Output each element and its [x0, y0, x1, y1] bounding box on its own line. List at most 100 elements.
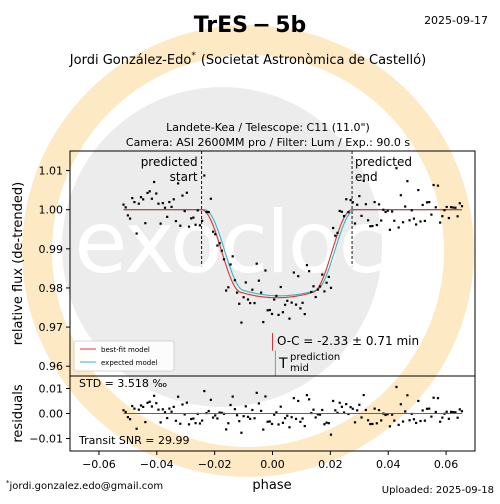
flux-point — [417, 188, 420, 192]
residual-point — [275, 411, 278, 414]
residual-point — [375, 422, 378, 425]
residual-point — [356, 409, 359, 412]
flux-point — [273, 298, 276, 301]
flux-point — [323, 290, 326, 293]
flux-points — [122, 167, 464, 324]
residual-point — [366, 419, 370, 422]
flux-point — [214, 233, 217, 236]
residual-point — [185, 401, 188, 404]
residual-y-tick-label: 0.01 — [39, 383, 64, 396]
observation-date: 2025-09-17 — [424, 14, 488, 27]
flux-point — [128, 217, 132, 220]
residual-point — [257, 402, 261, 405]
flux-point — [137, 202, 140, 205]
flux-point — [177, 182, 180, 185]
residual-point — [386, 413, 389, 416]
residual-point — [273, 413, 276, 416]
flux-point — [185, 191, 188, 194]
residual-point — [192, 417, 195, 420]
residual-point — [371, 422, 374, 426]
residual-point — [218, 411, 221, 414]
flux-point — [345, 198, 348, 201]
residual-point — [364, 408, 368, 412]
flux-point — [174, 220, 178, 223]
flux-point — [375, 223, 378, 227]
flux-point — [246, 298, 250, 301]
x-tick-label: 0.06 — [434, 458, 459, 471]
residual-point — [323, 423, 326, 426]
residual-point — [417, 399, 420, 403]
residual-point — [187, 423, 191, 426]
flux-point — [334, 234, 337, 237]
residual-point — [406, 394, 409, 397]
flux-point — [170, 205, 173, 208]
residual-point — [163, 411, 167, 414]
residual-point — [174, 419, 178, 422]
legend: best-fit model expected model — [73, 340, 175, 372]
flux-point — [181, 194, 184, 197]
observer-mark: * — [191, 51, 196, 61]
flux-point — [198, 224, 202, 227]
flux-point — [342, 214, 346, 218]
residual-point — [432, 396, 435, 399]
residual-point — [338, 401, 341, 404]
flux-point — [356, 203, 359, 206]
residual-point — [159, 421, 162, 424]
residual-point — [393, 419, 396, 422]
flux-point — [262, 320, 265, 324]
observer-line: Jordi González-Edo* (Societat Astronòmica… — [69, 51, 426, 68]
flux-point — [351, 201, 354, 204]
residual-point — [369, 422, 372, 426]
flux-point — [391, 210, 394, 213]
residual-point — [454, 411, 457, 414]
residual-point — [404, 410, 407, 413]
flux-point — [284, 303, 287, 306]
flux-point — [325, 281, 328, 284]
residual-point — [242, 415, 245, 418]
exoclock-watermark: exoclock — [22, 25, 474, 477]
flux-point — [222, 258, 226, 261]
flux-point — [131, 196, 134, 200]
flux-point — [233, 279, 236, 282]
residual-point — [183, 413, 186, 416]
residual-point — [244, 405, 247, 408]
main-y-tick-label: 0.97 — [39, 321, 64, 334]
flux-point — [209, 197, 212, 200]
flux-point — [366, 219, 370, 222]
residual-point — [334, 409, 337, 412]
flux-point — [275, 294, 278, 298]
tmid-subscript: mid — [290, 363, 309, 374]
flux-point — [292, 271, 295, 274]
flux-point — [196, 209, 199, 212]
residual-point — [332, 399, 335, 403]
flux-point — [297, 275, 300, 278]
residual-point — [308, 398, 311, 401]
residual-point — [264, 395, 267, 398]
flux-point — [445, 205, 448, 209]
residual-point — [351, 407, 354, 410]
residual-point — [388, 425, 392, 428]
observer-affiliation: (Societat Astronòmica de Castelló) — [201, 53, 426, 68]
residual-point — [401, 420, 405, 423]
flux-point — [150, 197, 154, 200]
residual-point — [246, 415, 250, 418]
flux-point — [161, 202, 164, 205]
flux-point — [425, 201, 429, 204]
flux-point — [377, 203, 381, 206]
flux-point — [266, 309, 269, 312]
light-curve-annotations: predicted start predicted end O-C = -2.3… — [141, 155, 419, 374]
model-curves — [123, 209, 462, 299]
residual-point — [220, 411, 223, 414]
residual-point — [179, 422, 182, 425]
residual-point — [419, 419, 422, 423]
residual-point — [255, 391, 258, 394]
main-y-tick-label: 0.96 — [39, 360, 64, 373]
residual-point — [249, 417, 252, 420]
residual-point — [229, 403, 232, 407]
flux-point — [255, 262, 258, 265]
flux-point — [144, 222, 147, 225]
flux-point — [133, 200, 136, 204]
main-y-tick-label: 0.98 — [39, 282, 64, 295]
observer-name: Jordi González-Edo — [69, 53, 192, 68]
